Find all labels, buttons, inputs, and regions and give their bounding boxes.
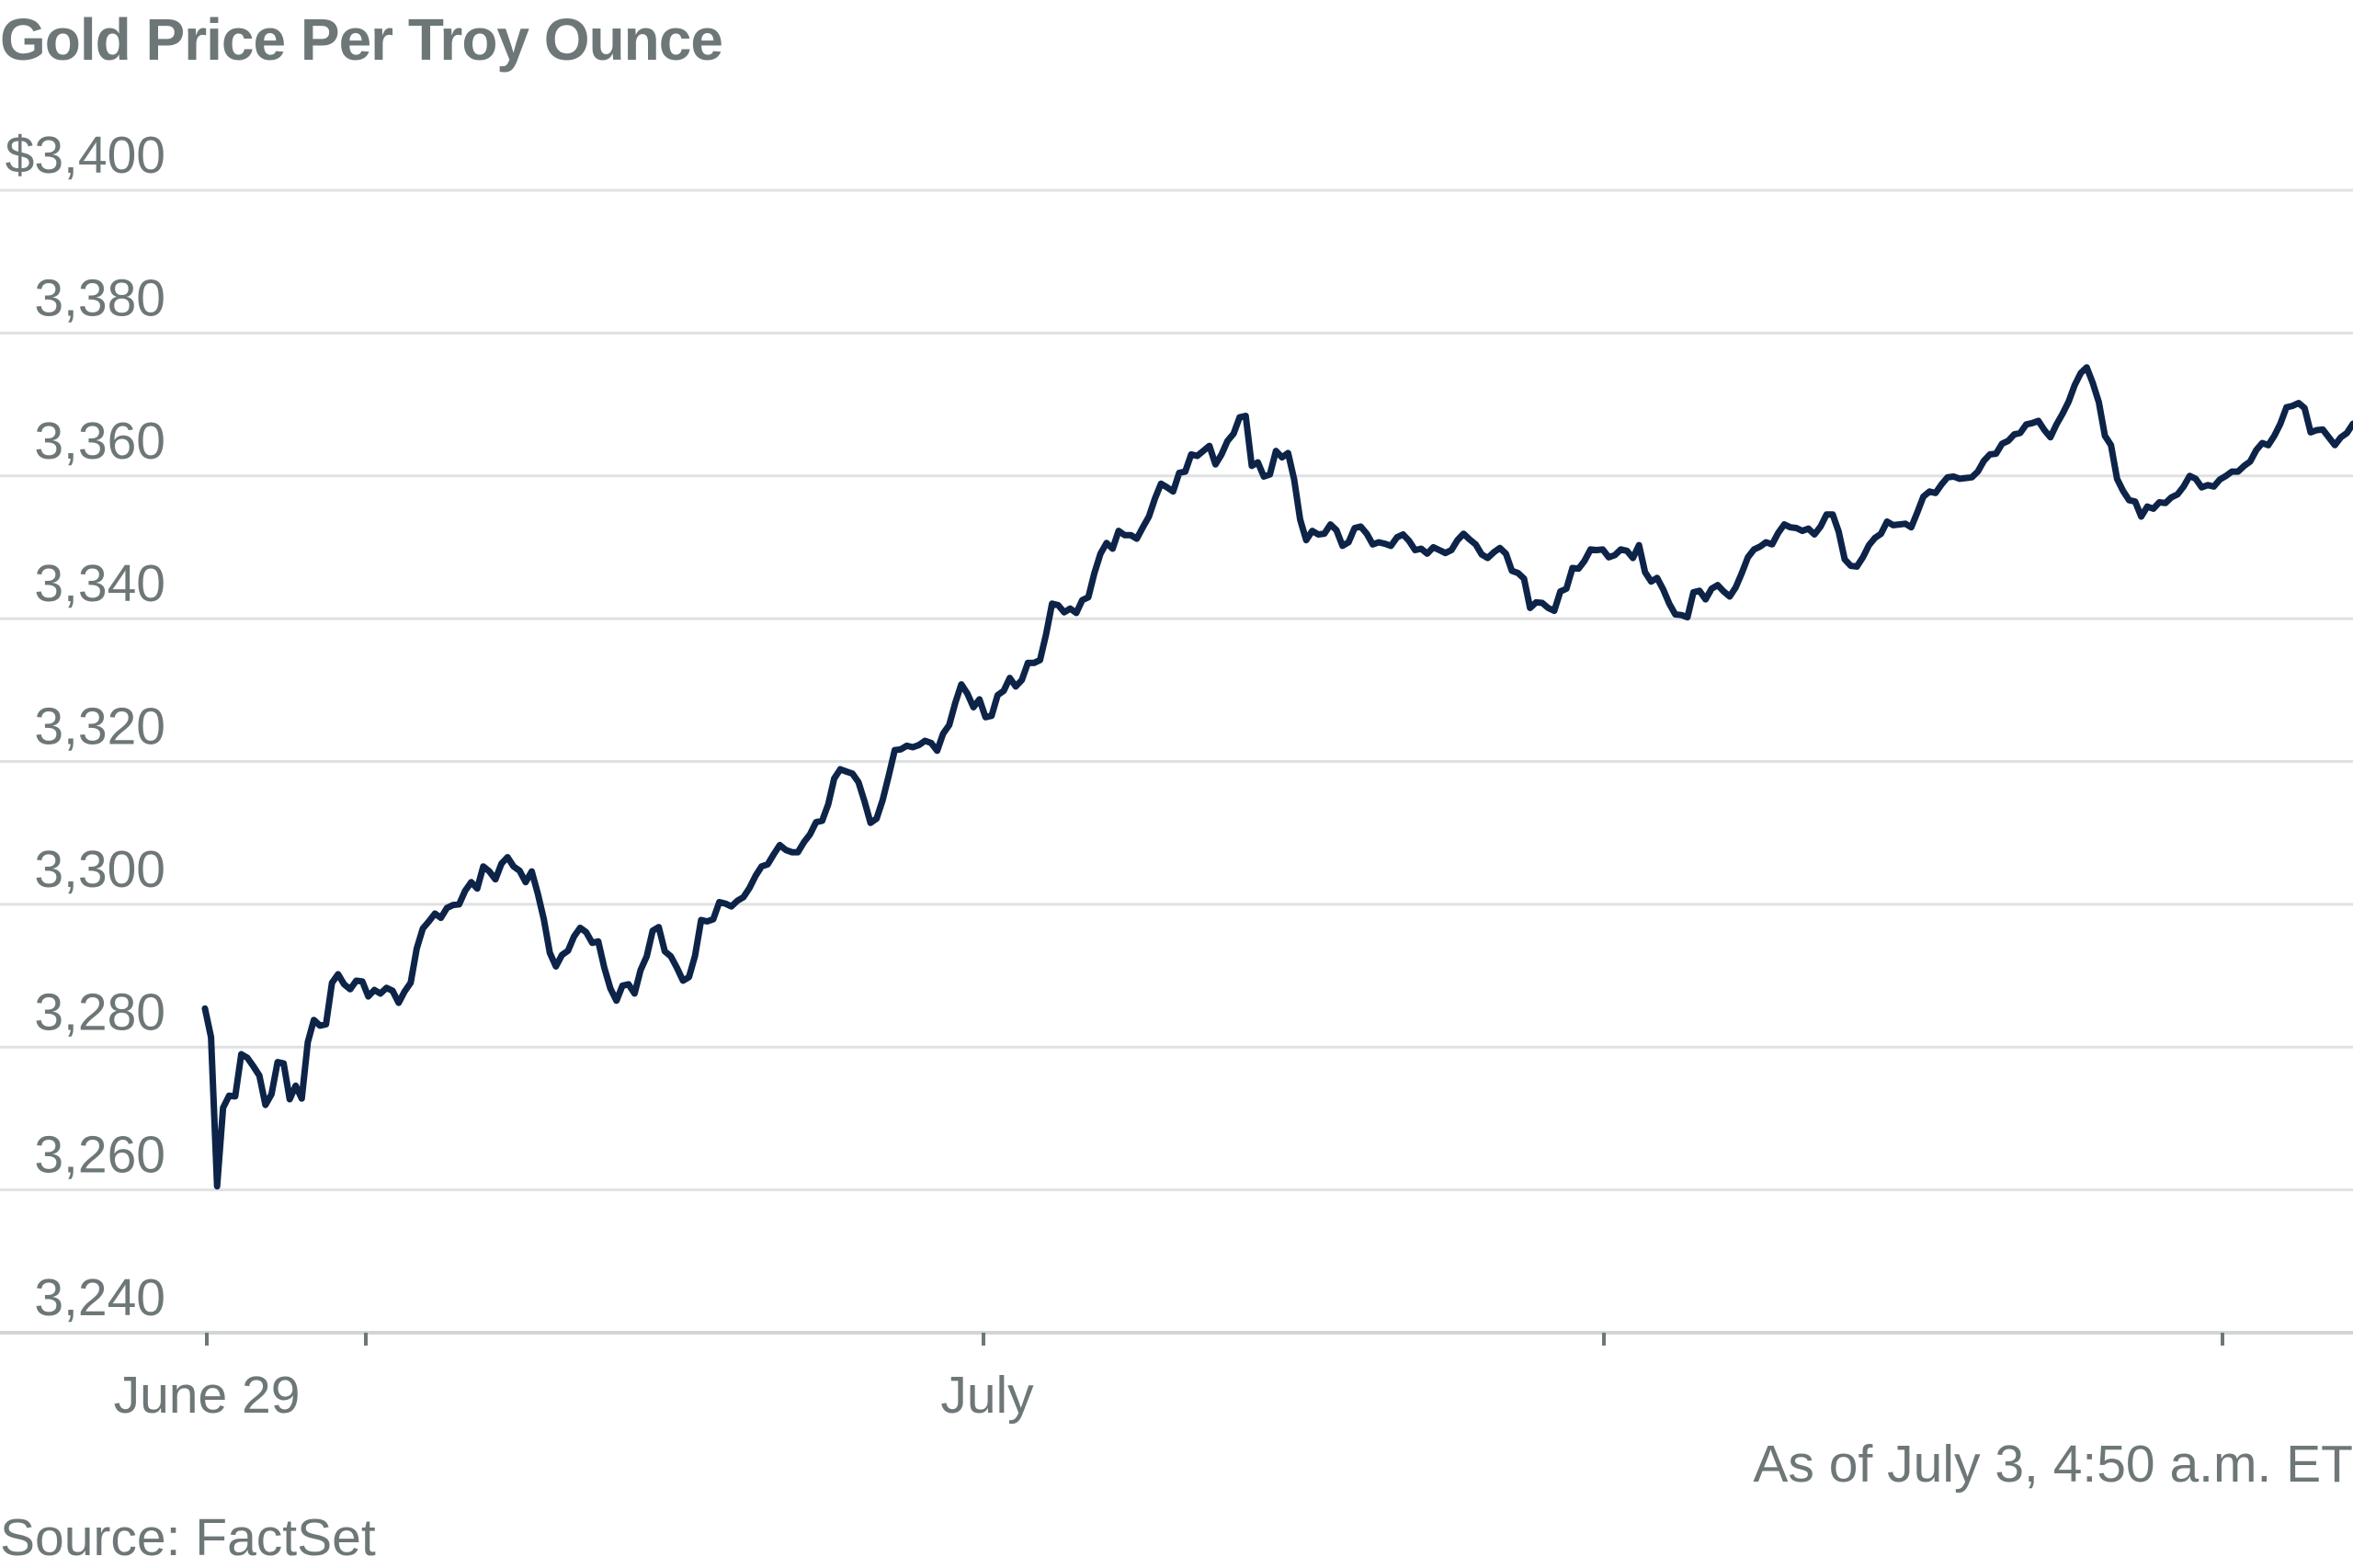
y-tick-label: 3,360: [34, 412, 165, 471]
y-tick-label: 3,340: [34, 554, 165, 613]
x-tick-label: July: [940, 1366, 1034, 1425]
chart-title: Gold Price Per Troy Ounce: [0, 6, 723, 73]
y-tick-label: 3,380: [34, 268, 165, 327]
source-note: Source: FactSet: [0, 1508, 376, 1567]
as-of-note: As of July 3, 4:50 a.m. ET: [1753, 1435, 2353, 1494]
x-tick-label: June 29: [114, 1366, 301, 1425]
gridlines: [0, 188, 2353, 1335]
y-tick-label: 3,240: [34, 1268, 165, 1327]
y-axis-tick-labels: $3,400 3,380 3,360 3,340 3,320 3,300 3,280 3,26…: [6, 126, 165, 1327]
series-line: [201, 364, 2353, 1190]
x-axis: June 29 July: [114, 1333, 2224, 1425]
y-tick-label: $3,400: [6, 126, 165, 185]
y-tick-label: 3,320: [34, 698, 165, 756]
y-tick-label: 3,280: [34, 983, 165, 1041]
y-tick-label: 3,300: [34, 840, 165, 899]
series-group: [201, 364, 2353, 1190]
y-tick-label: 3,260: [34, 1126, 165, 1185]
